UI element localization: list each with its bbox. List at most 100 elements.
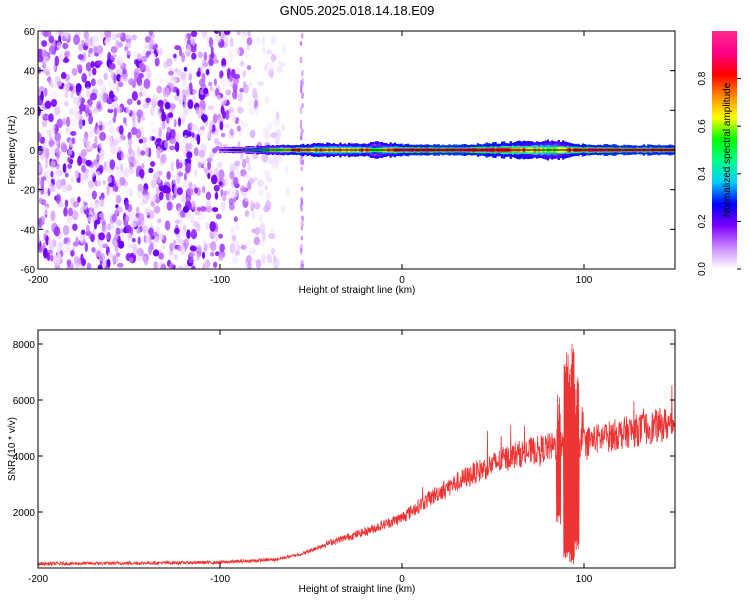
noise-blob	[219, 121, 224, 131]
noise-blob	[184, 33, 188, 44]
noise-blob	[213, 184, 220, 192]
noise-blob	[141, 55, 148, 63]
noise-blob	[219, 243, 225, 253]
noise-blob	[113, 73, 117, 84]
noise-blob	[54, 76, 61, 81]
noise-blob	[299, 40, 303, 46]
noise-blob	[261, 152, 268, 163]
noise-blob	[141, 236, 145, 244]
noise-blob	[170, 128, 176, 140]
noise-blob	[160, 263, 167, 269]
noise-blob	[179, 209, 186, 218]
noise-blob	[102, 121, 110, 128]
noise-blob	[196, 245, 203, 252]
band-cell	[227, 149, 231, 151]
noise-blob	[70, 176, 75, 183]
noise-blob	[87, 215, 93, 223]
noise-blob	[240, 244, 247, 250]
spectrogram-x-label: Height of straight line (km)	[299, 285, 416, 296]
noise-blob	[231, 188, 239, 198]
noise-blob	[102, 180, 106, 185]
noise-blob	[114, 233, 119, 241]
noise-blob	[265, 191, 271, 201]
noise-blob	[220, 78, 227, 88]
noise-blob	[227, 49, 233, 57]
noise-blob	[152, 249, 160, 257]
noise-blob	[215, 251, 220, 257]
noise-blob	[81, 229, 86, 235]
noise-blob	[123, 186, 131, 196]
noise-blob	[64, 91, 69, 99]
noise-blob	[47, 31, 52, 39]
noise-blob	[210, 51, 215, 60]
noise-blob	[109, 84, 114, 91]
noise-blob	[167, 70, 175, 76]
noise-blob	[94, 135, 98, 145]
noise-blob	[145, 234, 151, 244]
colorbar-tick-label: 0.8	[697, 71, 708, 85]
noise-blob	[267, 122, 273, 130]
noise-blob	[47, 179, 52, 185]
noise-blob	[201, 31, 208, 37]
noise-blob	[82, 200, 88, 211]
noise-blob	[258, 240, 266, 247]
noise-blob	[102, 85, 107, 95]
noise-blob	[78, 103, 86, 112]
noise-blob	[300, 33, 304, 39]
noise-blob	[276, 60, 284, 70]
noise-blob	[197, 51, 204, 59]
noise-blob	[115, 167, 121, 179]
noise-blob	[44, 161, 49, 169]
noise-blob	[107, 135, 112, 142]
noise-blob	[78, 43, 84, 52]
spectrogram-y-tick-label: -20	[21, 186, 36, 197]
noise-blob	[228, 74, 234, 82]
noise-blob	[228, 106, 234, 114]
noise-blob	[155, 137, 162, 143]
noise-blob	[91, 246, 96, 253]
noise-blob	[188, 258, 195, 264]
noise-blob	[220, 201, 226, 212]
noise-blob	[40, 146, 48, 153]
noise-blob	[246, 255, 252, 264]
noise-blob	[97, 264, 103, 269]
noise-blob	[125, 50, 132, 56]
snr-y-ticks: 2000 4000 6000 8000	[13, 340, 675, 519]
noise-blob	[40, 179, 45, 189]
noise-blob	[48, 45, 55, 55]
noise-blob	[176, 245, 182, 252]
spectrogram-y-ticks: -60 -40 -20 0 20 40 60	[21, 27, 675, 276]
noise-blob	[125, 224, 132, 234]
noise-blob	[213, 78, 217, 86]
noise-blob	[38, 89, 41, 97]
noise-blob	[114, 245, 119, 253]
noise-blob	[78, 119, 83, 130]
noise-blob	[191, 52, 197, 60]
noise-blob	[42, 142, 47, 148]
noise-blob	[184, 44, 192, 53]
noise-blob	[98, 232, 105, 241]
noise-blob	[144, 44, 151, 49]
noise-blob	[143, 78, 151, 89]
noise-blob	[74, 169, 80, 180]
noise-blob	[172, 178, 177, 185]
noise-blob	[222, 64, 226, 74]
noise-blob	[73, 34, 81, 46]
noise-blob	[97, 103, 102, 110]
noise-blob	[42, 205, 49, 216]
noise-blob	[94, 213, 98, 220]
noise-blob	[176, 174, 181, 185]
noise-blob	[244, 210, 250, 217]
noise-blob	[169, 262, 174, 269]
band-cell	[225, 149, 228, 151]
noise-blob	[91, 190, 97, 200]
noise-blob	[168, 112, 174, 119]
noise-blob	[141, 255, 147, 262]
noise-blob	[56, 118, 63, 129]
noise-blob	[205, 222, 210, 230]
noise-blob	[57, 201, 64, 208]
noise-blob	[45, 169, 52, 180]
noise-blob	[188, 131, 192, 137]
noise-blob	[38, 48, 43, 55]
noise-blob	[210, 46, 214, 53]
